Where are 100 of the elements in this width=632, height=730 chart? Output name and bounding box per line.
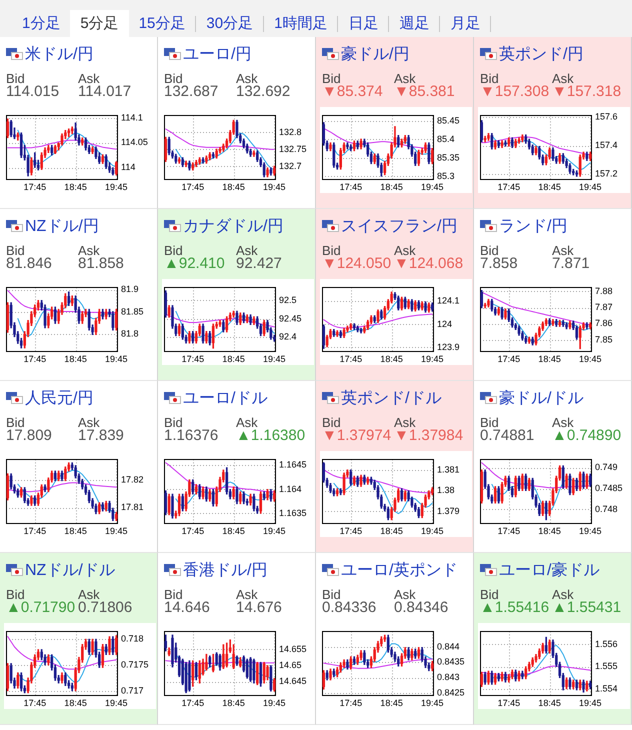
text: Ask: [236, 415, 258, 430]
x-tick-label: 18:45: [64, 526, 87, 536]
y-tick-label: 92.4: [279, 332, 297, 342]
text: 0.84336: [322, 599, 376, 616]
y-tick-label: 124.1: [437, 296, 460, 306]
x-tick-label: 18:45: [222, 354, 245, 364]
y-tick-label: 17.82: [121, 474, 144, 484]
x-tick-label: 19:45: [105, 354, 128, 364]
x-tick-label: 19:45: [579, 526, 602, 536]
text: ▼157.318: [552, 83, 622, 100]
x-tick-label: 17:45: [24, 698, 46, 708]
text: 17.809: [6, 427, 52, 444]
text: Bid: [480, 587, 499, 602]
x-tick-label: 17:45: [182, 526, 204, 536]
text: Ask: [78, 243, 100, 258]
chart-title: NZドル/ドル: [25, 561, 115, 581]
x-tick-label: 18:45: [222, 182, 245, 192]
y-tick-label: 0.718: [121, 634, 144, 644]
x-tick-label: 19:45: [105, 526, 128, 536]
text: ▲1.16380: [236, 427, 306, 444]
y-tick-label: 132.8: [279, 126, 302, 137]
y-tick-label: 132.7: [279, 160, 302, 171]
chart-title: ユーロ/英ポンド: [341, 560, 458, 581]
x-tick-label: 17:45: [498, 354, 520, 364]
text: 日足: [338, 14, 390, 32]
y-tick-label: 157.6: [595, 111, 618, 122]
x-tick-label: 19:45: [263, 354, 286, 364]
x-tick-label: 17:45: [182, 698, 204, 708]
text: Ask: [552, 243, 574, 258]
text: Ask: [552, 71, 574, 86]
y-tick-label: 81.85: [121, 306, 144, 316]
text: Bid: [480, 243, 499, 258]
text: Bid: [164, 415, 183, 430]
chart-title: 英ポンド/円: [499, 44, 584, 65]
y-tick-label: 114: [121, 162, 136, 172]
y-tick-label: 17.81: [121, 502, 144, 512]
chart-title: ランド/円: [499, 217, 568, 237]
text: Bid: [6, 243, 25, 258]
text: Bid: [6, 415, 25, 430]
text: 81.858: [78, 255, 124, 272]
text: ▲92.410: [164, 255, 225, 272]
chart-title: NZドル/円: [25, 217, 99, 237]
text: Ask: [78, 587, 100, 602]
chart-title: 人民元/円: [25, 389, 94, 409]
text: 1.16376: [164, 427, 218, 444]
text: Bid: [322, 587, 341, 602]
y-tick-label: 85.35: [437, 152, 460, 162]
chart-title: ユーロ/ドル: [183, 389, 268, 409]
x-tick-label: 17:45: [340, 526, 362, 536]
y-tick-label: 7.86: [595, 318, 613, 328]
x-tick-label: 19:45: [579, 354, 602, 364]
y-tick-label: 14.645: [279, 676, 307, 686]
x-tick-label: 19:45: [263, 182, 286, 192]
text: Ask: [236, 587, 258, 602]
y-tick-label: 0.7175: [121, 659, 149, 670]
x-tick-label: 18:45: [222, 526, 245, 536]
chart-title: カナダドル/円: [183, 217, 284, 237]
text: Ask: [236, 243, 258, 258]
text: 0.71806: [78, 599, 132, 616]
y-tick-label: 132.75: [279, 144, 307, 154]
text: 5分足: [79, 14, 120, 32]
y-tick-label: 157.2: [595, 168, 618, 179]
x-tick-label: 18:45: [222, 698, 245, 708]
x-tick-label: 17:45: [182, 182, 204, 192]
x-tick-label: 17:45: [182, 354, 204, 364]
y-tick-label: 1.554: [595, 683, 618, 694]
x-tick-label: 19:45: [105, 698, 128, 708]
y-tick-label: 0.844: [437, 641, 460, 652]
x-tick-label: 18:45: [538, 182, 561, 192]
text: Bid: [322, 71, 341, 86]
x-tick-label: 19:45: [105, 182, 128, 192]
y-tick-label: 0.717: [121, 685, 144, 696]
text: Bid: [322, 243, 341, 258]
x-tick-label: 19:45: [421, 354, 444, 364]
y-tick-label: 7.88: [595, 286, 613, 296]
text: Bid: [322, 415, 341, 430]
y-tick-label: 1.1635: [279, 508, 307, 518]
text: ▲0.74890: [552, 427, 622, 444]
y-tick-label: 85.4: [437, 134, 455, 144]
x-tick-label: 19:45: [421, 182, 444, 192]
y-tick-label: 123.9: [437, 342, 460, 352]
text: ▼124.068: [394, 255, 464, 272]
text: 1時間足: [264, 14, 338, 32]
text: 114.017: [78, 83, 132, 100]
text: Bid: [164, 587, 183, 602]
y-tick-label: 0.8435: [437, 656, 465, 667]
y-tick-label: 1.379: [437, 506, 460, 516]
text: 週足: [389, 14, 440, 32]
x-tick-label: 19:45: [579, 182, 602, 192]
x-tick-label: 17:45: [24, 182, 46, 192]
text: 30分足: [196, 14, 264, 32]
text: Ask: [78, 71, 100, 86]
text: 7.858: [480, 255, 518, 272]
text: Bid: [6, 587, 25, 602]
text: 0.84346: [394, 599, 448, 616]
text: Bid: [480, 71, 499, 86]
y-tick-label: 7.85: [595, 334, 613, 344]
text: 132.687: [164, 83, 218, 100]
text: ▼1.37984: [394, 427, 464, 444]
y-tick-label: 1.381: [437, 464, 460, 474]
